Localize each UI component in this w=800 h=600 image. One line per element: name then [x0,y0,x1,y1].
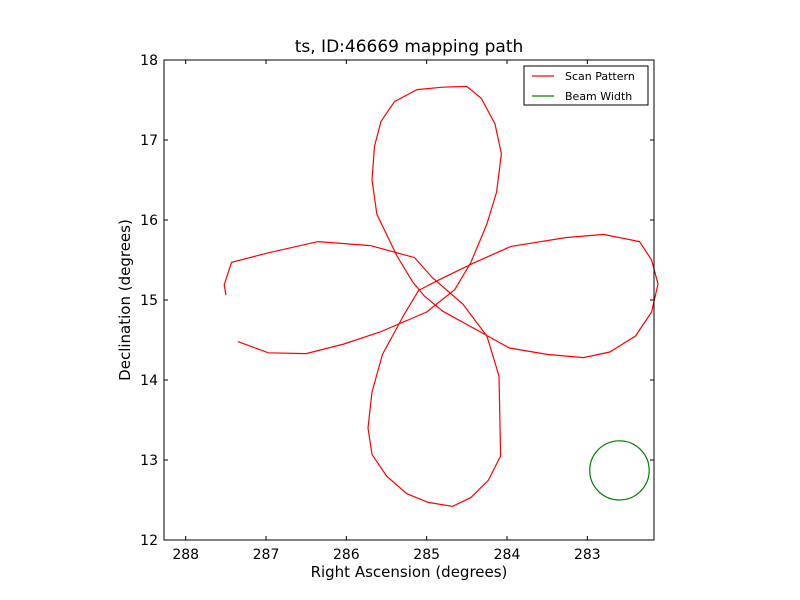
legend: Scan Pattern Beam Width [523,65,649,106]
y-tick-label: 14 [140,373,158,389]
chart-title: ts, ID:46669 mapping path [295,37,524,57]
plot-area [164,60,654,540]
x-tick-label: 284 [494,547,521,563]
legend-box [523,65,649,106]
legend-label-beam-width: Beam Width [565,90,632,103]
x-tick-label: 287 [253,547,280,563]
y-tick-label: 16 [140,213,158,229]
y-tick-label: 17 [140,133,158,149]
y-tick-label: 12 [140,533,158,549]
series-line-scan-pattern [223,85,659,508]
y-tick-label: 18 [140,53,158,69]
y-tick-label: 13 [140,453,158,469]
series-circle-beam-width [589,440,650,501]
x-tick-label: 288 [172,547,199,563]
x-tick-label: 286 [333,547,360,563]
x-axis-label: Right Ascension (degrees) [311,563,508,581]
x-tick-label: 283 [574,547,601,563]
series-layer [223,85,659,508]
legend-label-scan-pattern: Scan Pattern [565,70,635,83]
y-axis-label: Declination (degrees) [116,219,134,381]
x-tick-label: 285 [413,547,440,563]
y-tick-label: 15 [140,293,158,309]
ticks-layer: 288 287 286 285 284 283 12 13 14 15 16 17 18 [140,53,654,563]
